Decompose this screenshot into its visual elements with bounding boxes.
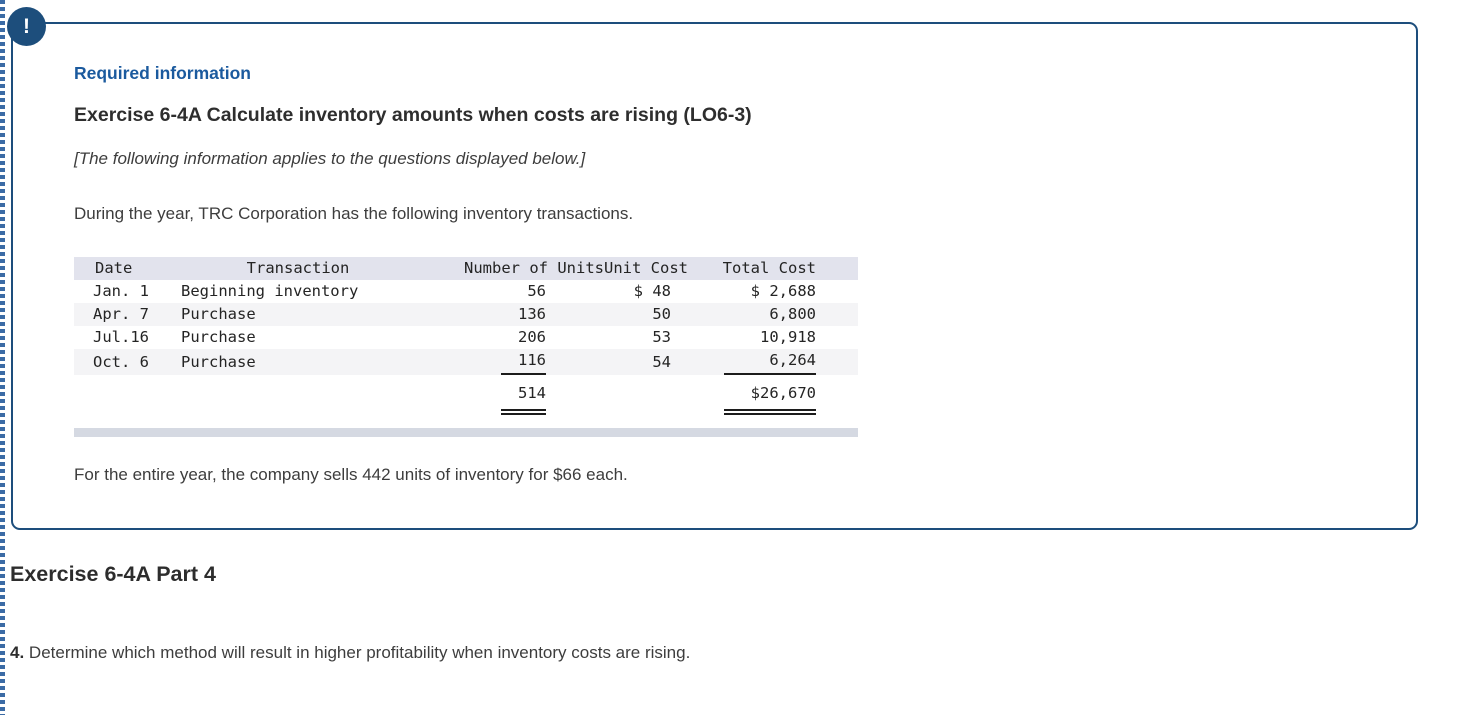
header-total-cost: Total Cost (722, 259, 816, 277)
question-number: 4. (10, 643, 25, 662)
double-underlined-value: 514 (501, 380, 546, 415)
cell-date: Jan. 1 (93, 282, 149, 300)
table-totals-row: 514 $26,670 (74, 375, 858, 415)
cell-total-cost: 10,918 (760, 328, 816, 346)
callout-box: Required information Exercise 6-4A Calcu… (11, 22, 1418, 530)
table-row: Apr. 7 Purchase 136 50 6,800 (74, 303, 858, 326)
header-transaction: Transaction (246, 259, 350, 277)
intro-text: During the year, TRC Corporation has the… (74, 204, 634, 223)
cell-empty (178, 375, 464, 415)
cell-transaction: Purchase (181, 328, 256, 346)
cell-grand-total: $26,670 (693, 375, 858, 415)
inventory-transactions-table: Date Transaction Number of Units Unit Co… (74, 257, 858, 415)
exercise-title: Exercise 6-4A Calculate inventory amount… (74, 104, 752, 126)
cell-unit-cost: 53 (652, 328, 671, 346)
cell-total-cost: 6,800 (769, 305, 816, 323)
cell-units: 56 (527, 282, 546, 300)
table-bottom-bar (74, 428, 858, 437)
cell-empty (604, 375, 693, 415)
cell-unit-cost: 50 (652, 305, 671, 323)
underlined-value: 116 (501, 349, 546, 375)
cell-units: 136 (518, 305, 546, 323)
cell-total-units: 514 (464, 375, 604, 415)
header-units: Number of Units (464, 259, 604, 277)
double-underlined-value: $26,670 (724, 380, 816, 415)
applies-note: [The following information applies to th… (74, 149, 586, 168)
cell-date: Jul.16 (93, 328, 149, 346)
perforated-edge (0, 0, 5, 715)
cell-total-cost: 6,264 (693, 349, 858, 375)
cell-unit-cost: 54 (652, 352, 671, 371)
cell-date: Oct. 6 (93, 352, 149, 371)
underlined-value: 6,264 (724, 349, 816, 375)
cell-transaction: Beginning inventory (181, 282, 359, 300)
header-unit-cost: Unit Cost (604, 259, 688, 277)
required-information-callout: Required information Exercise 6-4A Calcu… (7, 7, 1418, 530)
required-information-label: Required information (74, 63, 251, 83)
alert-icon: ! (7, 7, 46, 46)
cell-total-cost: $ 2,688 (750, 282, 816, 300)
cell-units: 206 (518, 328, 546, 346)
question-text: Determine which method will result in hi… (24, 643, 691, 662)
part-question: 4. Determine which method will result in… (10, 642, 690, 664)
table-row: Jan. 1 Beginning inventory 56 $ 48 $ 2,6… (74, 280, 858, 303)
table-row: Jul.16 Purchase 206 53 10,918 (74, 326, 858, 349)
table-row: Oct. 6 Purchase 116 54 6,264 (74, 349, 858, 375)
cell-transaction: Purchase (181, 352, 256, 371)
part-heading: Exercise 6-4A Part 4 (10, 562, 216, 586)
alert-icon-glyph: ! (23, 14, 30, 38)
cell-date: Apr. 7 (93, 305, 149, 323)
cell-units: 116 (464, 349, 604, 375)
header-date: Date (95, 259, 133, 277)
cell-transaction: Purchase (181, 305, 256, 323)
cell-empty (74, 375, 178, 415)
cell-unit-cost: $ 48 (633, 282, 671, 300)
table-header-row: Date Transaction Number of Units Unit Co… (74, 257, 858, 280)
sells-text: For the entire year, the company sells 4… (74, 465, 628, 484)
